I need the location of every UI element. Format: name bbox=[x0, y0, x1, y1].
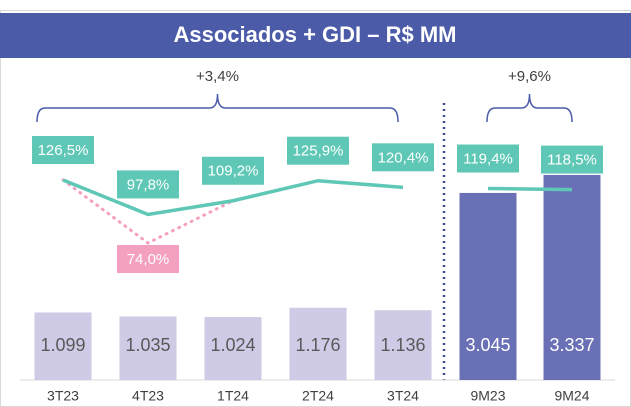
bar-value-label: 3.045 bbox=[465, 335, 510, 355]
brace bbox=[36, 93, 399, 123]
bar-value-label: 1.136 bbox=[380, 335, 425, 355]
label-box bbox=[457, 144, 519, 173]
label-box bbox=[287, 136, 349, 165]
line-value-label: 119,4% bbox=[463, 150, 513, 167]
chart-title: Associados + GDI – R$ MM bbox=[173, 22, 456, 47]
line-value-label: 109,2% bbox=[208, 163, 259, 180]
bar-value-label: 1.035 bbox=[125, 335, 170, 355]
line bbox=[487, 186, 573, 192]
bar-value-label: 1.024 bbox=[210, 335, 255, 355]
annotation: +9,6% bbox=[508, 68, 551, 85]
bar bbox=[119, 316, 177, 380]
line-value-label: 97,8% bbox=[127, 176, 170, 193]
bar bbox=[34, 312, 92, 380]
annotation: +3,4% bbox=[196, 68, 239, 85]
x-tick-label: 1T24 bbox=[217, 388, 249, 404]
dotted-line bbox=[61, 178, 235, 245]
bar-value-label: 1.176 bbox=[295, 335, 340, 355]
label-box bbox=[202, 156, 264, 185]
bar bbox=[459, 192, 517, 380]
label-box bbox=[541, 145, 603, 174]
label-box bbox=[372, 143, 434, 172]
bar bbox=[289, 307, 347, 380]
label-box bbox=[117, 245, 179, 273]
bar-value-label: 1.099 bbox=[40, 335, 85, 355]
line bbox=[62, 178, 404, 217]
bar bbox=[374, 310, 432, 380]
title-banner bbox=[0, 13, 631, 58]
x-tick-label: 3T24 bbox=[387, 388, 419, 404]
label-box bbox=[117, 170, 179, 199]
line-value-label: 120,4% bbox=[378, 149, 429, 166]
line-value-label: 126,5% bbox=[38, 142, 89, 159]
x-tick-label: 9M24 bbox=[554, 388, 589, 404]
line-value-label: 125,9% bbox=[293, 143, 344, 160]
bar-value-label: 3.337 bbox=[549, 335, 594, 355]
x-tick-label: 4T23 bbox=[132, 388, 164, 404]
label-box bbox=[32, 136, 94, 164]
x-tick-label: 9M23 bbox=[470, 388, 505, 404]
bar bbox=[543, 175, 601, 380]
x-tick-label: 2T24 bbox=[302, 388, 334, 404]
bar bbox=[204, 317, 262, 380]
x-tick-label: 3T23 bbox=[47, 388, 79, 404]
line-value-label: 118,5% bbox=[547, 152, 597, 169]
brace bbox=[486, 93, 573, 123]
line-value-label: 74,0% bbox=[127, 251, 170, 268]
